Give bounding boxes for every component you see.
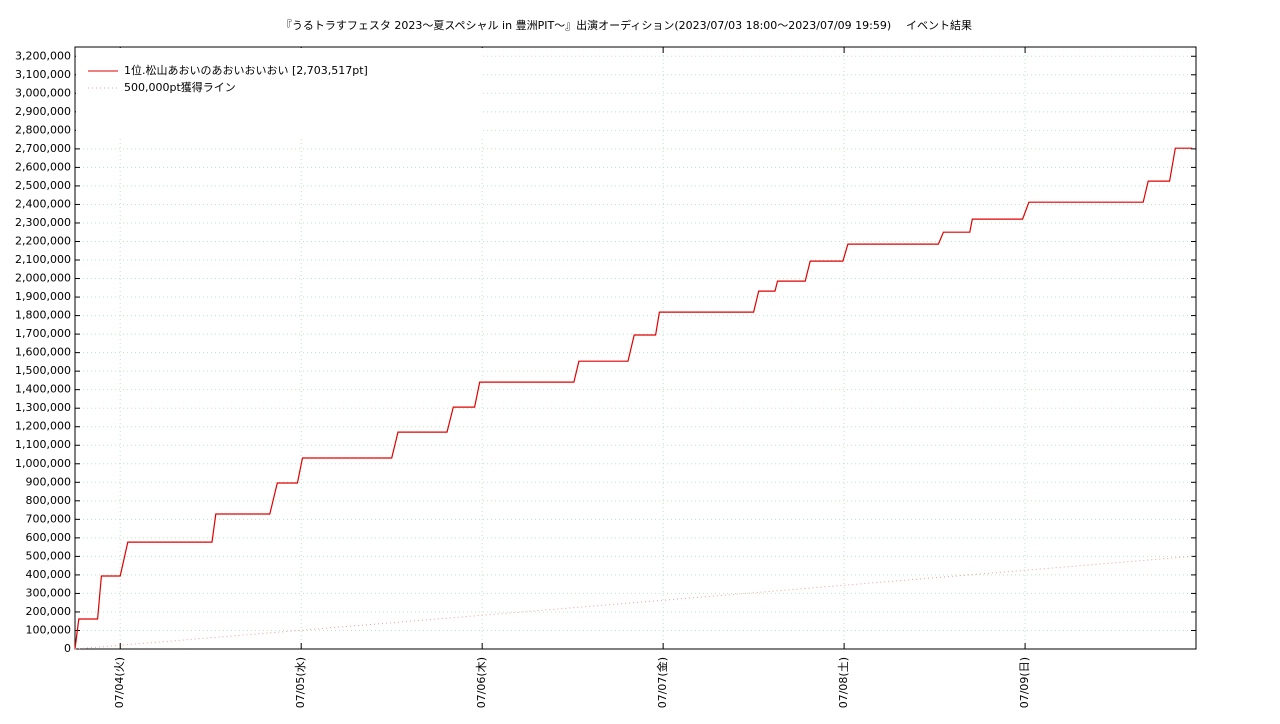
x-tick-label: 07/09(日) [1018,657,1031,708]
y-tick-label: 500,000 [26,549,72,562]
legend-label: 1位.松山あおいのあおいおいおい [2,703,517pt] [124,63,368,77]
y-tick-label: 3,100,000 [15,68,71,81]
y-tick-label: 1,000,000 [15,457,71,470]
y-tick-label: 2,300,000 [15,216,71,229]
y-tick-label: 2,900,000 [15,105,71,118]
x-tick-label: 07/08(土) [837,657,850,708]
x-tick-label: 07/04(火) [113,657,126,708]
y-tick-label: 2,200,000 [15,234,71,247]
chart-title: 『うるトラすフェスタ 2023〜夏スペシャル in 豊洲PIT〜』出演オーディシ… [281,18,891,32]
y-tick-label: 1,700,000 [15,327,71,340]
y-tick-label: 2,500,000 [15,179,71,192]
legend-label: 500,000pt獲得ライン [124,81,236,94]
y-tick-label: 200,000 [26,605,72,618]
y-tick-label: 600,000 [26,531,72,544]
y-tick-label: 2,100,000 [15,253,71,266]
y-tick-label: 400,000 [26,568,72,581]
y-tick-label: 1,600,000 [15,346,71,359]
y-tick-label: 300,000 [26,586,72,599]
y-tick-label: 1,400,000 [15,383,71,396]
x-tick-label: 07/07(金) [655,657,669,708]
y-tick-label: 900,000 [26,475,72,488]
y-tick-label: 800,000 [26,494,72,507]
y-tick-label: 3,000,000 [15,86,71,99]
y-tick-label: 2,800,000 [15,123,71,136]
y-tick-label: 0 [64,642,71,655]
y-tick-label: 1,300,000 [15,401,71,414]
legend-box [76,48,483,137]
data-line [74,147,1193,650]
y-tick-label: 2,400,000 [15,197,71,210]
plot-frame [74,46,1197,650]
y-tick-label: 700,000 [26,512,72,525]
y-tick-label: 1,500,000 [15,364,71,377]
y-tick-label: 1,900,000 [15,290,71,303]
y-tick-label: 2,600,000 [15,160,71,173]
x-tick-label: 07/06(木) [475,657,488,708]
y-tick-label: 1,200,000 [15,420,71,433]
y-tick-label: 2,700,000 [15,142,71,155]
chart-subtitle: イベント結果 [906,18,972,32]
y-tick-label: 100,000 [26,623,72,636]
y-tick-label: 1,100,000 [15,438,71,451]
y-tick-label: 1,800,000 [15,309,71,322]
x-tick-label: 07/05(水) [294,657,307,708]
y-tick-label: 2,000,000 [15,272,71,285]
y-tick-label: 3,200,000 [15,49,71,62]
data-line [74,555,1193,650]
